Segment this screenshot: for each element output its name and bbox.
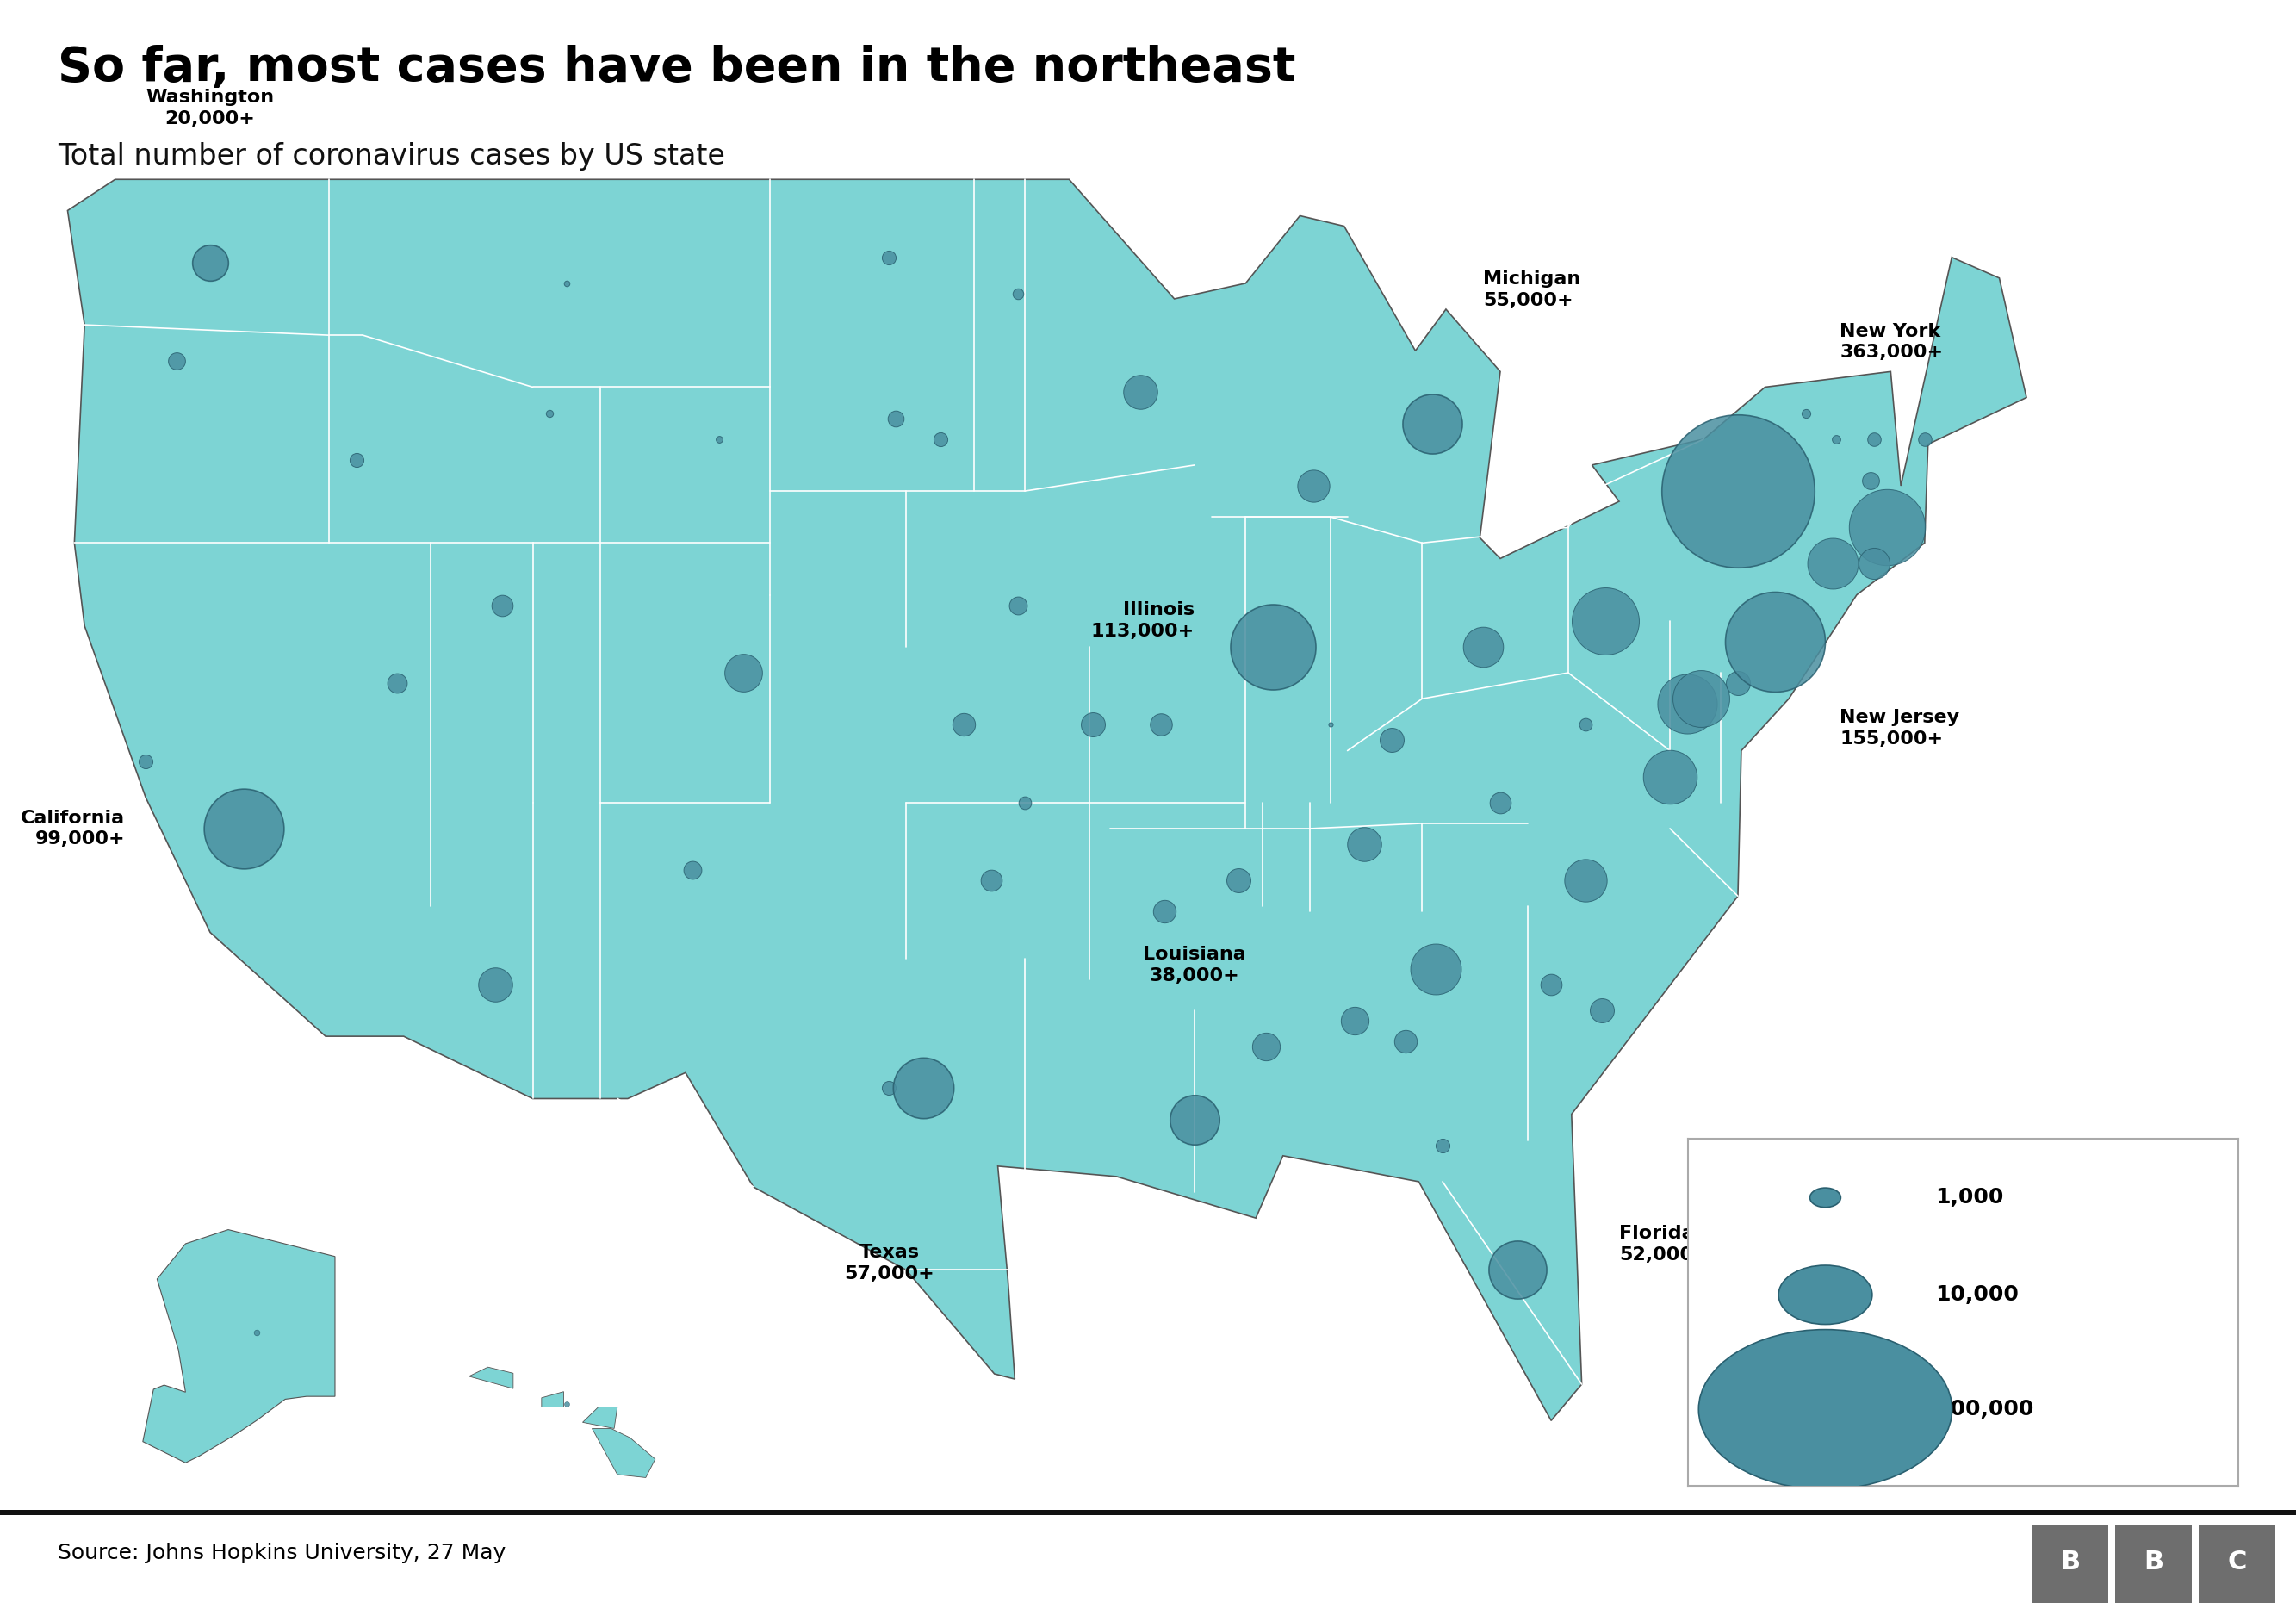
Text: Washington
20,000+: Washington 20,000+ xyxy=(147,89,276,128)
Point xyxy=(1853,468,1890,494)
Point xyxy=(1373,727,1410,753)
Text: California
99,000+: California 99,000+ xyxy=(21,809,126,848)
Point xyxy=(1176,1106,1212,1132)
Point xyxy=(1720,478,1756,504)
Point xyxy=(1387,1029,1424,1055)
FancyBboxPatch shape xyxy=(2115,1526,2190,1602)
Point xyxy=(193,250,230,276)
Point xyxy=(1345,832,1382,858)
Point xyxy=(1006,790,1042,816)
Point xyxy=(1143,712,1180,738)
Text: Michigan
55,000+: Michigan 55,000+ xyxy=(1483,271,1582,308)
Point xyxy=(999,593,1035,619)
Point xyxy=(1465,633,1502,659)
Point xyxy=(1295,473,1332,499)
Point xyxy=(1906,426,1942,452)
Point xyxy=(1855,551,1892,577)
Point xyxy=(1414,410,1451,436)
Point xyxy=(921,426,957,452)
Point xyxy=(1584,998,1621,1024)
Point xyxy=(484,593,521,619)
Point xyxy=(126,748,163,774)
Point xyxy=(1814,551,1851,577)
Point xyxy=(1669,691,1706,717)
Point xyxy=(1651,764,1688,790)
Point xyxy=(239,1319,276,1345)
Point xyxy=(675,858,712,883)
Text: So far, most cases have been in the northeast: So far, most cases have been in the nort… xyxy=(57,45,1295,92)
Point xyxy=(1499,1256,1536,1282)
Point xyxy=(1075,712,1111,738)
Text: Illinois
113,000+: Illinois 113,000+ xyxy=(1091,601,1194,640)
Point xyxy=(1683,686,1720,712)
Point xyxy=(905,1076,941,1101)
Point xyxy=(870,1076,907,1101)
Text: Texas
57,000+: Texas 57,000+ xyxy=(845,1244,934,1282)
Point xyxy=(1566,867,1603,893)
Circle shape xyxy=(1809,1189,1841,1208)
Point xyxy=(700,426,737,452)
Point xyxy=(1146,898,1182,924)
Point xyxy=(1566,712,1603,738)
Text: 10,000: 10,000 xyxy=(1936,1284,2018,1305)
Text: Source: Johns Hopkins University, 27 May: Source: Johns Hopkins University, 27 May xyxy=(57,1542,505,1563)
Text: Louisiana
38,000+: Louisiana 38,000+ xyxy=(1143,946,1247,985)
Text: C: C xyxy=(2227,1550,2245,1575)
Point xyxy=(1221,867,1258,893)
Point xyxy=(530,401,567,426)
Polygon shape xyxy=(542,1392,563,1407)
Point xyxy=(1336,1008,1373,1034)
Polygon shape xyxy=(592,1428,654,1478)
Text: 1,000: 1,000 xyxy=(1936,1187,2004,1208)
Point xyxy=(1756,628,1793,654)
Point xyxy=(870,244,907,270)
Point xyxy=(338,447,374,473)
Point xyxy=(946,712,983,738)
Polygon shape xyxy=(67,179,2027,1421)
Point xyxy=(379,670,416,696)
Point xyxy=(1424,1132,1460,1158)
Point xyxy=(1855,426,1892,452)
FancyBboxPatch shape xyxy=(2032,1526,2108,1602)
Point xyxy=(1311,712,1348,738)
Point xyxy=(999,281,1035,307)
Polygon shape xyxy=(468,1366,514,1389)
Point xyxy=(1123,380,1159,405)
Circle shape xyxy=(1779,1265,1871,1324)
Text: Total number of coronavirus cases by US state: Total number of coronavirus cases by US … xyxy=(57,142,726,171)
Text: New York
363,000+: New York 363,000+ xyxy=(1839,323,1942,362)
Text: Florida
52,000+: Florida 52,000+ xyxy=(1619,1224,1708,1263)
Circle shape xyxy=(1699,1329,1952,1489)
Point xyxy=(1481,790,1518,816)
Point xyxy=(877,405,914,431)
Point xyxy=(1587,607,1623,633)
Point xyxy=(478,972,514,998)
Polygon shape xyxy=(583,1407,618,1428)
Point xyxy=(974,867,1010,893)
Text: B: B xyxy=(2060,1550,2080,1575)
Point xyxy=(1869,515,1906,541)
Point xyxy=(1247,1034,1283,1059)
FancyBboxPatch shape xyxy=(2200,1526,2275,1602)
Point xyxy=(726,661,762,686)
Point xyxy=(1818,426,1855,452)
Point xyxy=(1720,670,1756,696)
Point xyxy=(549,1391,585,1416)
Point xyxy=(225,816,262,841)
Text: 100,000: 100,000 xyxy=(1936,1399,2034,1420)
Point xyxy=(1786,401,1823,426)
Polygon shape xyxy=(142,1229,335,1463)
Text: B: B xyxy=(2144,1550,2163,1575)
Point xyxy=(1534,972,1570,998)
Point xyxy=(549,270,585,296)
Point xyxy=(1254,633,1290,659)
Point xyxy=(158,349,195,375)
Text: New Jersey
155,000+: New Jersey 155,000+ xyxy=(1839,709,1958,748)
Point xyxy=(1417,956,1453,982)
